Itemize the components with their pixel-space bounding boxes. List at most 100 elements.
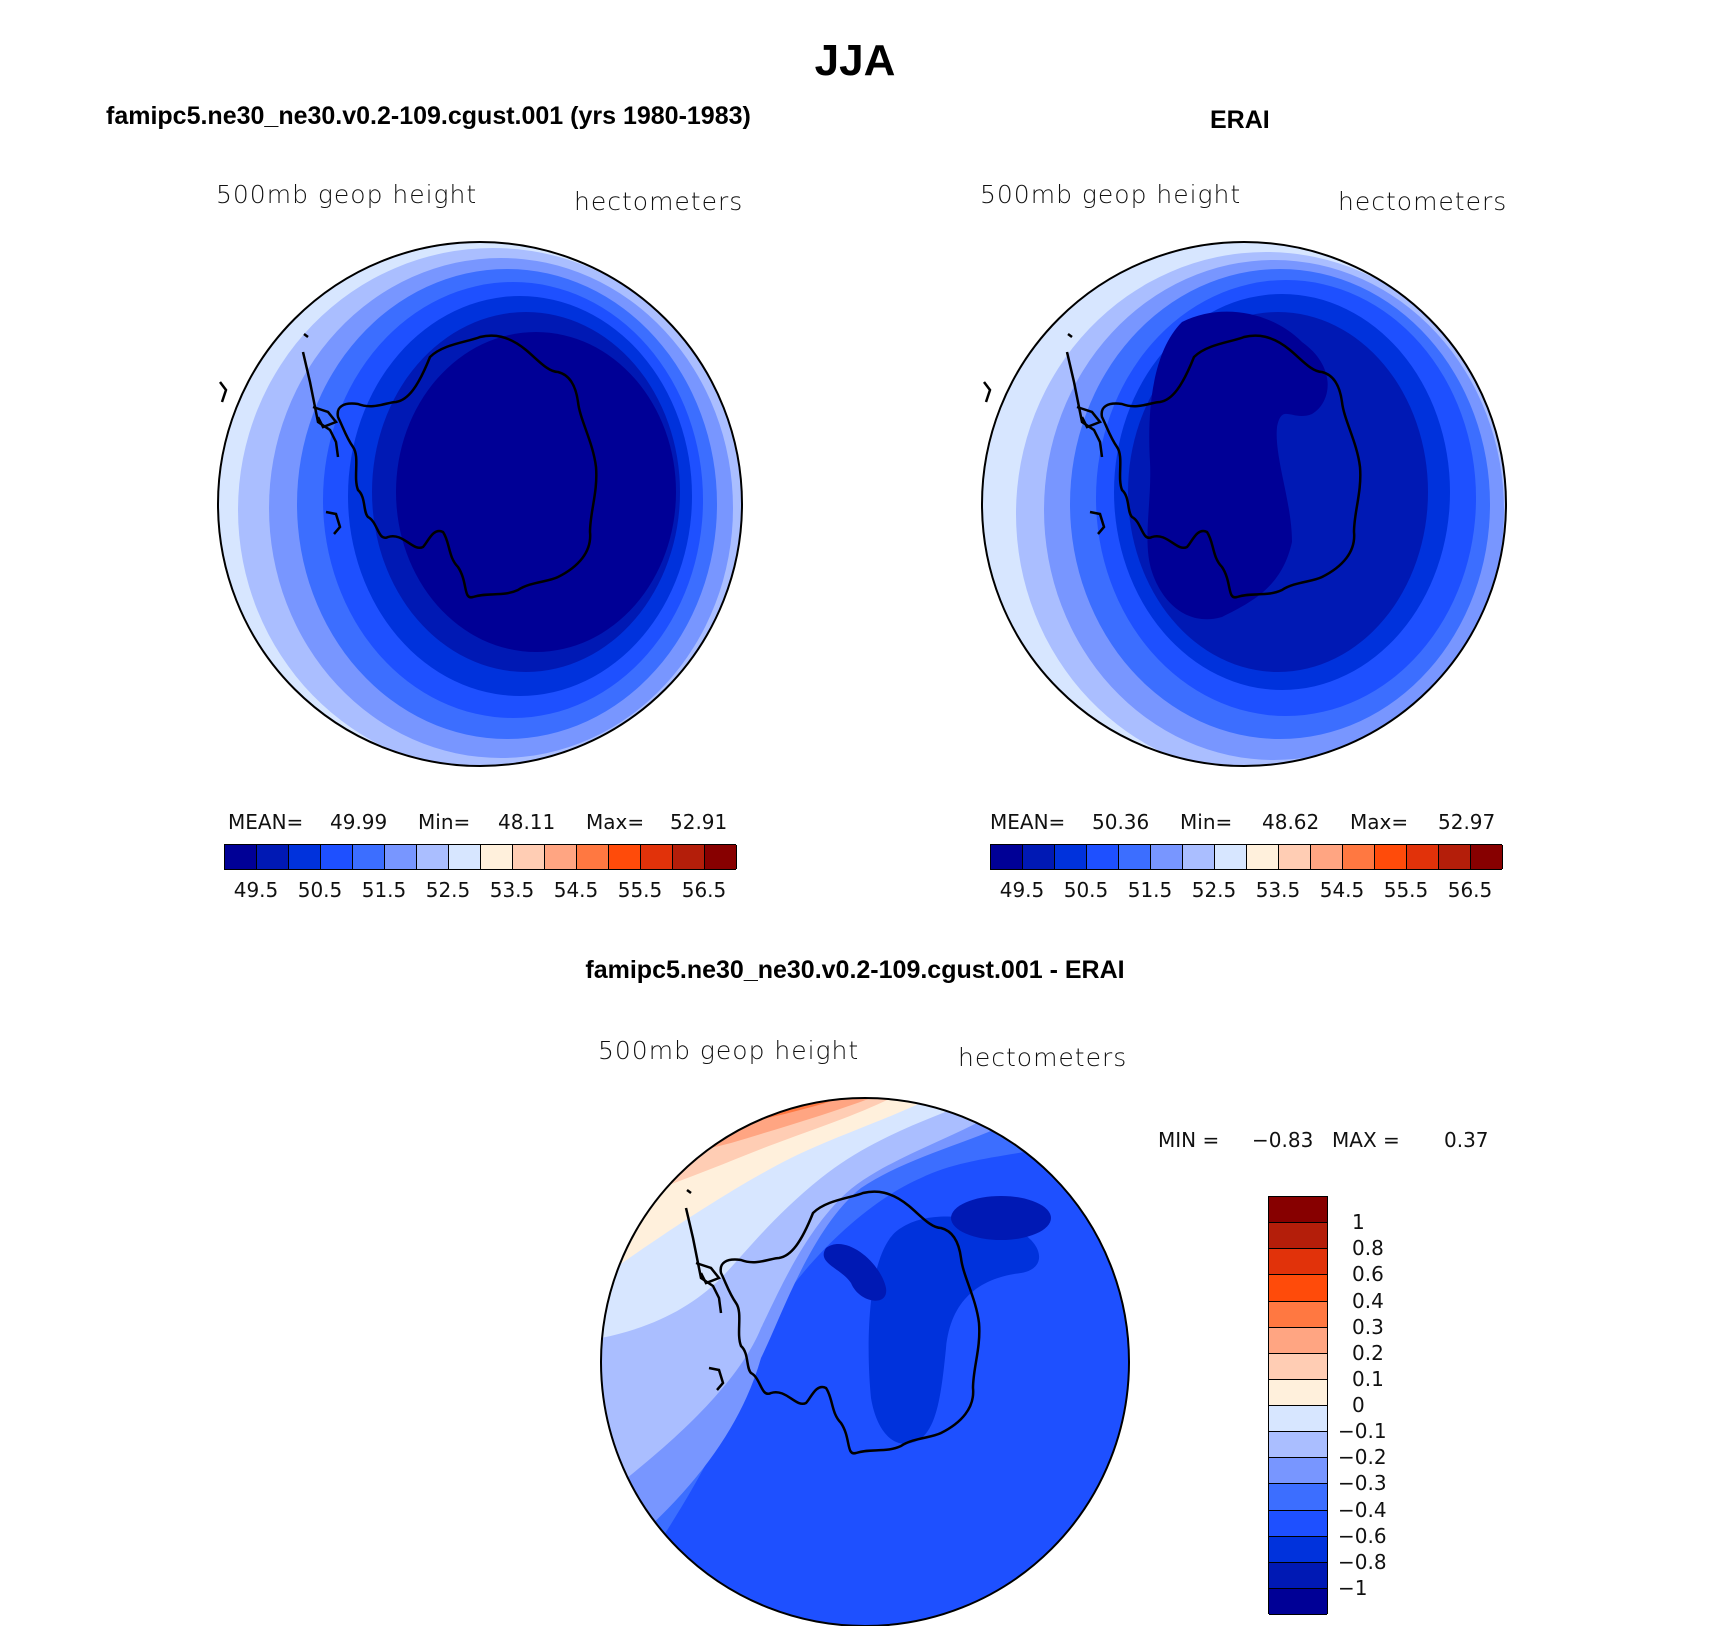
colorbar-segment [1471, 845, 1503, 869]
panel-3-colorbar [1268, 1196, 1328, 1615]
panel-2-mean-label: MEAN= [990, 810, 1066, 834]
colorbar-segment [1055, 845, 1087, 869]
colorbar-segment [385, 845, 417, 869]
colorbar-tick-label: 0.8 [1352, 1236, 1384, 1261]
colorbar-tick-label: 49.5 [233, 878, 279, 902]
panel-1-variable: 500mb geop height [216, 180, 478, 209]
colorbar-segment [1407, 845, 1439, 869]
panel-1-mean-label: MEAN= [228, 810, 304, 834]
panel-3-map [600, 1097, 1130, 1626]
colorbar-tick-label: 0.2 [1352, 1340, 1384, 1365]
panel-3-title: famipc5.ne30_ne30.v0.2-109.cgust.001 - E… [585, 956, 1125, 984]
colorbar-tick-label: 55.5 [1383, 878, 1429, 902]
panel-2-mean-value: 50.36 [1092, 810, 1150, 834]
colorbar-tick-label: 51.5 [361, 878, 407, 902]
colorbar-segment [1087, 845, 1119, 869]
panel-1-min-label: Min= [418, 810, 471, 834]
colorbar-segment [1023, 845, 1055, 869]
panel-1-coastline [336, 334, 598, 599]
panel-1-max-value: 52.91 [670, 810, 728, 834]
colorbar-tick-label: −0.8 [1338, 1549, 1387, 1574]
panel-3-contours [601, 1098, 1129, 1626]
colorbar-segment [1269, 1197, 1327, 1224]
colorbar-tick-label: 0.3 [1352, 1314, 1384, 1339]
panel-3-coastline [719, 1190, 981, 1455]
colorbar-segment [481, 845, 513, 869]
colorbar-tick-label: 0.6 [1352, 1262, 1384, 1287]
panel-2-units: hectometers [1338, 187, 1508, 216]
colorbar-tick-label: 56.5 [1447, 878, 1493, 902]
panel-3-min-value: −0.83 [1252, 1128, 1314, 1152]
panel-2-min-label: Min= [1180, 810, 1233, 834]
panel-3-max-label: MAX = [1332, 1128, 1400, 1152]
colorbar-segment [1269, 1536, 1327, 1563]
colorbar-segment [1269, 1406, 1327, 1433]
colorbar-tick-label: 0.4 [1352, 1288, 1384, 1313]
panel-3-min-label: MIN = [1158, 1128, 1220, 1152]
colorbar-segment [1311, 845, 1343, 869]
panel-1-title: famipc5.ne30_ne30.v0.2-109.cgust.001 (yr… [106, 102, 751, 130]
colorbar-tick-label: 54.5 [1319, 878, 1365, 902]
colorbar-segment [289, 845, 321, 869]
colorbar-tick-label: 55.5 [617, 878, 663, 902]
panel-1-map [217, 241, 743, 767]
colorbar-tick-label: 0 [1352, 1393, 1365, 1417]
panel-2-max-label: Max= [1350, 810, 1409, 834]
panel-3-variable: 500mb geop height [598, 1036, 860, 1065]
colorbar-segment [1269, 1249, 1327, 1276]
colorbar-segment [513, 845, 545, 869]
colorbar-segment [1439, 845, 1471, 869]
colorbar-tick-label: −0.3 [1338, 1471, 1387, 1496]
colorbar-segment [673, 845, 705, 869]
colorbar-segment [1269, 1588, 1327, 1615]
colorbar-tick-label: 0.1 [1352, 1366, 1384, 1391]
colorbar-segment [1279, 845, 1311, 869]
colorbar-segment [1269, 1458, 1327, 1485]
colorbar-tick-label: 53.5 [489, 878, 535, 902]
colorbar-segment [577, 845, 609, 869]
panel-2-max-value: 52.97 [1438, 810, 1496, 834]
panel-2-contours [982, 242, 1506, 766]
colorbar-segment [225, 845, 257, 869]
colorbar-segment [1269, 1301, 1327, 1328]
panel-2-coastline [1100, 334, 1362, 599]
colorbar-tick-label: 1 [1352, 1210, 1365, 1235]
colorbar-tick-label: 51.5 [1127, 878, 1173, 902]
panel-1-min-value: 48.11 [498, 810, 556, 834]
colorbar-tick-label: 53.5 [1255, 878, 1301, 902]
colorbar-tick-label: −1 [1338, 1575, 1368, 1600]
colorbar-segment [1269, 1223, 1327, 1250]
colorbar-segment [1269, 1484, 1327, 1511]
colorbar-segment [991, 845, 1023, 869]
colorbar-segment [1269, 1353, 1327, 1380]
panel-2-min-value: 48.62 [1262, 810, 1320, 834]
panel-2-variable: 500mb geop height [980, 180, 1242, 209]
colorbar-segment [1269, 1562, 1327, 1589]
colorbar-segment [705, 845, 737, 869]
colorbar-segment [321, 845, 353, 869]
panel-3-max-value: 0.37 [1444, 1128, 1489, 1152]
page-title: JJA [814, 36, 896, 85]
panel-3-units: hectometers [958, 1043, 1128, 1072]
colorbar-tick-label: −0.2 [1338, 1445, 1387, 1470]
colorbar-segment [1269, 1510, 1327, 1537]
colorbar-segment [1247, 845, 1279, 869]
panel-1-mean-value: 49.99 [330, 810, 388, 834]
colorbar-tick-label: 56.5 [681, 878, 727, 902]
colorbar-segment [417, 845, 449, 869]
panel-1-units: hectometers [574, 187, 744, 216]
colorbar-segment [1215, 845, 1247, 869]
colorbar-segment [1119, 845, 1151, 869]
colorbar-tick-label: 52.5 [425, 878, 471, 902]
colorbar-segment [1343, 845, 1375, 869]
colorbar-segment [1269, 1379, 1327, 1406]
colorbar-segment [1375, 845, 1407, 869]
colorbar-tick-label: −0.4 [1338, 1497, 1387, 1522]
panel-2-map [981, 241, 1507, 767]
panel-1-max-label: Max= [586, 810, 645, 834]
colorbar-tick-label: 50.5 [297, 878, 343, 902]
colorbar-tick-label: 52.5 [1191, 878, 1237, 902]
colorbar-segment [545, 845, 577, 869]
colorbar-segment [1269, 1275, 1327, 1302]
panel-1-colorbar [224, 844, 737, 870]
